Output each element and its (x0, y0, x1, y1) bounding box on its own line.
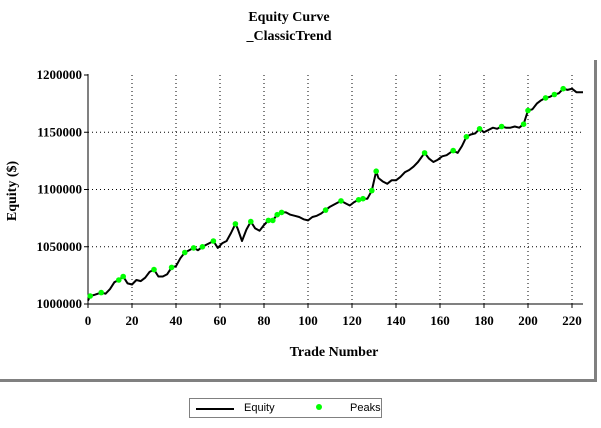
peak-point (421, 150, 428, 156)
peak-point (355, 197, 362, 203)
x-tick-label: 80 (258, 313, 271, 328)
y-tick-label: 1100000 (37, 182, 82, 197)
chart-subtitle: _ClassicTrend (245, 29, 331, 44)
legend-equity-label: Equity (244, 402, 275, 414)
peak-point (87, 293, 93, 299)
x-tick-label: 60 (214, 313, 227, 328)
equity-chart: Equity Curve _ClassicTrend 0 20 40 60 80 100 1… (0, 10, 597, 382)
peak-point (278, 209, 285, 216)
x-tick-label: 120 (342, 313, 362, 328)
peak-point (248, 218, 254, 225)
x-tick-label: 200 (518, 313, 538, 328)
x-tick-label: 180 (474, 313, 494, 328)
peak-point (151, 266, 157, 273)
peak-point (520, 121, 527, 127)
peak-point (270, 217, 276, 224)
legend: Equity Peaks (189, 398, 382, 418)
panel-shadow-bottom (0, 379, 596, 382)
peak-point (265, 217, 272, 224)
peak-point (322, 207, 329, 213)
peak-point (116, 277, 122, 283)
peak-point (274, 211, 281, 218)
y-tick-label: 1050000 (37, 239, 83, 254)
x-tick-label: 160 (430, 313, 450, 328)
x-tick-label: 220 (562, 313, 582, 328)
peak-point (199, 244, 206, 250)
peak-point (232, 221, 239, 227)
legend-equity-swatch (196, 408, 234, 410)
y-tick-label: 1200000 (37, 67, 83, 82)
y-tick-label: 1150000 (37, 124, 82, 139)
peak-point (463, 134, 470, 140)
chart-panel: Equity Curve _ClassicTrend 0 20 40 60 80 100 1… (0, 10, 597, 382)
y-tick-label: 1000000 (37, 296, 83, 311)
peak-point (360, 195, 366, 202)
peak-point (450, 147, 457, 154)
peak-point (542, 95, 549, 101)
peak-point (560, 85, 566, 92)
equity-line (87, 87, 583, 302)
plot-area: 0 20 40 60 80 100 120 140 160 180 200 220 1000000 105… (37, 67, 583, 328)
peak-point (338, 198, 344, 204)
peak-point (525, 107, 531, 114)
x-axis-label: Trade Number (290, 345, 379, 360)
x-tick-label: 140 (386, 313, 406, 328)
legend-peaks-swatch (316, 404, 322, 410)
peak-point (98, 289, 104, 296)
peak-point (182, 249, 188, 256)
peak-point (369, 187, 375, 194)
peak-point (168, 264, 175, 271)
x-tick-label: 100 (298, 313, 318, 328)
y-axis-label: Equity ($) (5, 161, 20, 222)
peak-point (373, 168, 380, 174)
x-tick-label: 0 (85, 313, 92, 328)
legend-peaks-label: Peaks (350, 402, 381, 414)
panel-shadow-right (594, 60, 597, 382)
x-tick-label: 20 (126, 313, 139, 328)
peak-point (190, 245, 197, 251)
peak-point (498, 123, 505, 130)
x-tick-label: 40 (170, 313, 183, 328)
peak-point (210, 238, 217, 244)
chart-title: Equity Curve (248, 10, 329, 25)
peak-point (476, 126, 483, 132)
peak-point (551, 91, 558, 98)
peak-point (120, 273, 126, 280)
